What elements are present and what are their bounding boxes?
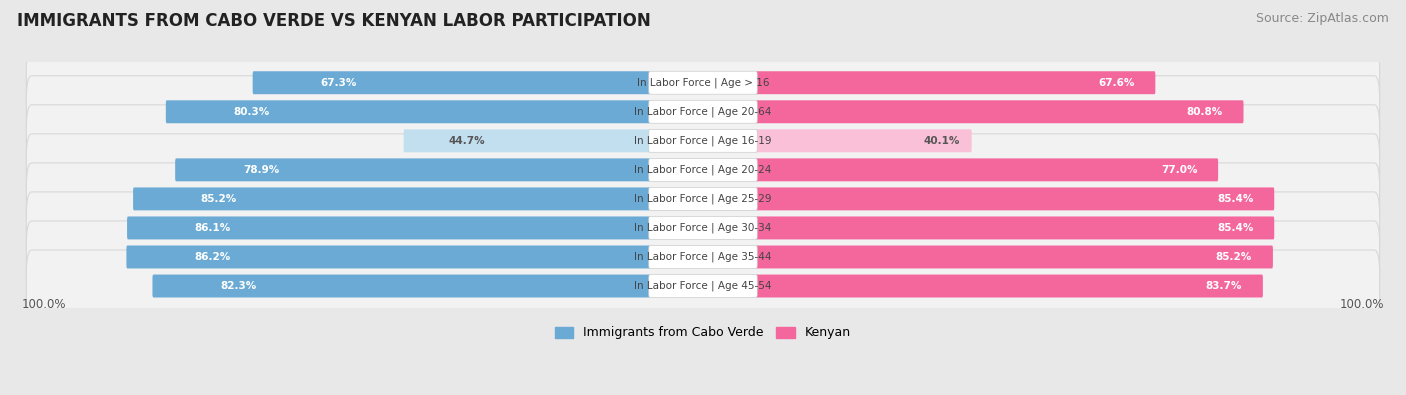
Text: In Labor Force | Age 16-19: In Labor Force | Age 16-19	[634, 135, 772, 146]
Text: 80.8%: 80.8%	[1187, 107, 1223, 117]
Legend: Immigrants from Cabo Verde, Kenyan: Immigrants from Cabo Verde, Kenyan	[548, 320, 858, 346]
FancyBboxPatch shape	[27, 47, 1379, 119]
Text: 82.3%: 82.3%	[221, 281, 256, 291]
Text: In Labor Force | Age 35-44: In Labor Force | Age 35-44	[634, 252, 772, 262]
Text: 100.0%: 100.0%	[21, 297, 66, 310]
Text: Source: ZipAtlas.com: Source: ZipAtlas.com	[1256, 12, 1389, 25]
Text: In Labor Force | Age 30-34: In Labor Force | Age 30-34	[634, 223, 772, 233]
FancyBboxPatch shape	[648, 246, 758, 269]
FancyBboxPatch shape	[27, 163, 1379, 235]
FancyBboxPatch shape	[755, 275, 1263, 297]
Text: In Labor Force | Age > 16: In Labor Force | Age > 16	[637, 77, 769, 88]
FancyBboxPatch shape	[176, 158, 651, 181]
FancyBboxPatch shape	[755, 216, 1274, 239]
Text: In Labor Force | Age 25-29: In Labor Force | Age 25-29	[634, 194, 772, 204]
FancyBboxPatch shape	[755, 187, 1274, 211]
Text: 40.1%: 40.1%	[924, 136, 960, 146]
Text: 67.3%: 67.3%	[321, 78, 357, 88]
FancyBboxPatch shape	[648, 71, 758, 94]
FancyBboxPatch shape	[27, 76, 1379, 148]
Text: 86.2%: 86.2%	[194, 252, 231, 262]
FancyBboxPatch shape	[755, 129, 972, 152]
FancyBboxPatch shape	[755, 71, 1156, 94]
FancyBboxPatch shape	[648, 187, 758, 211]
Text: 44.7%: 44.7%	[449, 136, 485, 146]
Text: 85.2%: 85.2%	[1216, 252, 1253, 262]
Text: In Labor Force | Age 20-24: In Labor Force | Age 20-24	[634, 165, 772, 175]
FancyBboxPatch shape	[755, 246, 1272, 269]
FancyBboxPatch shape	[27, 105, 1379, 177]
Text: IMMIGRANTS FROM CABO VERDE VS KENYAN LABOR PARTICIPATION: IMMIGRANTS FROM CABO VERDE VS KENYAN LAB…	[17, 12, 651, 30]
FancyBboxPatch shape	[755, 158, 1218, 181]
Text: 77.0%: 77.0%	[1161, 165, 1198, 175]
Text: 86.1%: 86.1%	[194, 223, 231, 233]
FancyBboxPatch shape	[127, 246, 651, 269]
Text: 67.6%: 67.6%	[1098, 78, 1135, 88]
Text: 85.2%: 85.2%	[201, 194, 238, 204]
Text: In Labor Force | Age 45-54: In Labor Force | Age 45-54	[634, 281, 772, 291]
FancyBboxPatch shape	[127, 216, 651, 239]
FancyBboxPatch shape	[27, 221, 1379, 293]
Text: 100.0%: 100.0%	[1340, 297, 1385, 310]
FancyBboxPatch shape	[404, 129, 651, 152]
FancyBboxPatch shape	[648, 129, 758, 152]
FancyBboxPatch shape	[648, 100, 758, 123]
FancyBboxPatch shape	[27, 192, 1379, 264]
FancyBboxPatch shape	[253, 71, 651, 94]
FancyBboxPatch shape	[152, 275, 651, 297]
Text: 85.4%: 85.4%	[1218, 194, 1253, 204]
Text: In Labor Force | Age 20-64: In Labor Force | Age 20-64	[634, 107, 772, 117]
FancyBboxPatch shape	[648, 216, 758, 239]
FancyBboxPatch shape	[27, 134, 1379, 206]
Text: 83.7%: 83.7%	[1206, 281, 1241, 291]
FancyBboxPatch shape	[27, 250, 1379, 322]
FancyBboxPatch shape	[134, 187, 651, 211]
FancyBboxPatch shape	[648, 275, 758, 297]
Text: 85.4%: 85.4%	[1218, 223, 1253, 233]
Text: 78.9%: 78.9%	[243, 165, 278, 175]
FancyBboxPatch shape	[648, 158, 758, 181]
FancyBboxPatch shape	[166, 100, 651, 123]
FancyBboxPatch shape	[755, 100, 1243, 123]
Text: 80.3%: 80.3%	[233, 107, 270, 117]
